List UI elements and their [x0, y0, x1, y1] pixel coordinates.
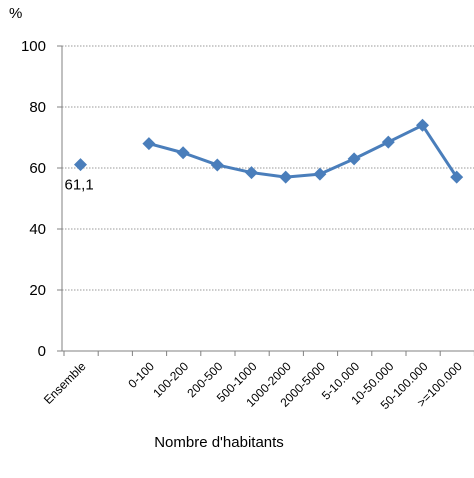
y-tick-label-20: 20 [29, 282, 46, 299]
gridlines [62, 45, 474, 291]
data-point-marker [416, 118, 429, 132]
y-tick-label-40: 40 [29, 221, 46, 238]
y-tick-label-0: 0 [38, 343, 46, 360]
data-point-marker [210, 158, 224, 172]
x-axis-title: Nombre d'habitants [154, 434, 284, 451]
data-point-marker [279, 170, 293, 184]
x-tick-labels: Ensemble 0-100100-200200-500500-10001000-… [41, 359, 465, 412]
data-point-marker [176, 146, 190, 160]
x-tick-label: 100-200 [150, 359, 191, 400]
axes [57, 45, 474, 356]
y-tick-label-100: 100 [21, 38, 46, 55]
data-point-marker [313, 167, 327, 181]
series [74, 118, 464, 184]
x-tick-label: Ensemble [41, 359, 89, 407]
data-label: 61,1 [65, 177, 94, 194]
data-point-marker [245, 166, 258, 180]
data-labels: 61,1 [65, 177, 94, 194]
y-tick-label-60: 60 [29, 160, 46, 177]
data-point-marker [74, 158, 87, 172]
y-tick-label-80: 80 [29, 99, 46, 116]
y-tick-labels: 0 20 40 60 80 100 [21, 38, 46, 360]
data-point-marker [347, 152, 361, 166]
data-point-marker [450, 170, 464, 184]
data-point-marker [381, 135, 395, 149]
data-point-marker [142, 137, 156, 151]
y-axis-title: % [9, 5, 22, 22]
x-tick-label: 0-100 [125, 359, 157, 391]
series-line [148, 123, 458, 179]
